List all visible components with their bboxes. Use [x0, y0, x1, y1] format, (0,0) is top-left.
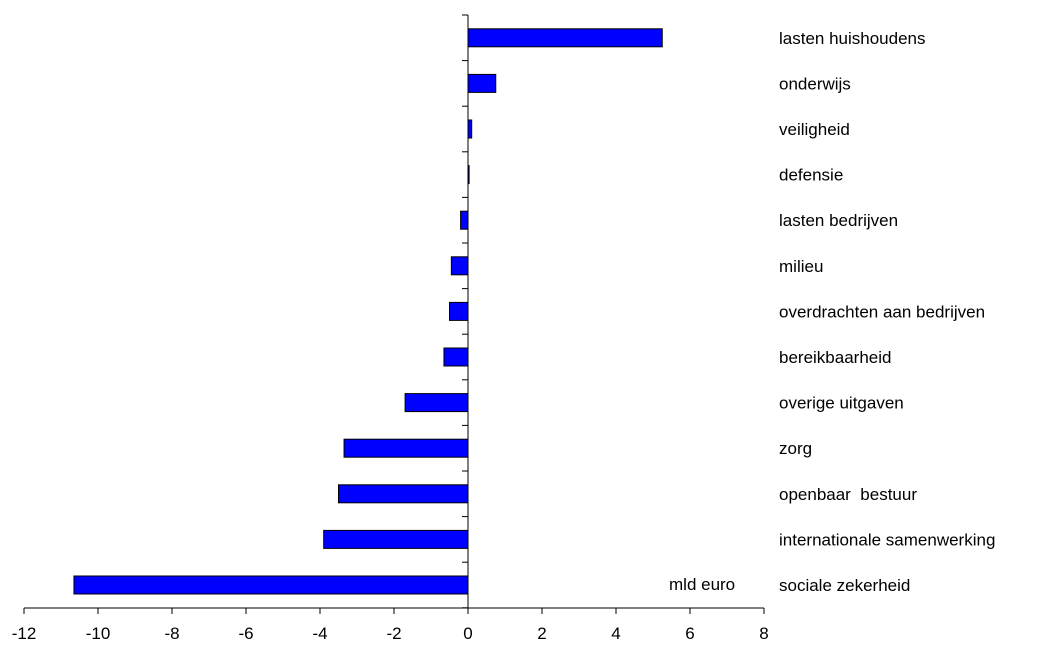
bar-openbaar-bestuur [338, 484, 469, 504]
category-label: defensie [779, 166, 843, 185]
bar-milieu [450, 256, 469, 276]
x-tick-label: -4 [312, 624, 327, 643]
bar-internationale-samenwerking [323, 529, 469, 549]
bar-zorg [343, 438, 469, 458]
bar-overdrachten-aan-bedrijven [449, 301, 469, 321]
y-ticks-group [462, 14, 468, 609]
x-tick-label: -6 [238, 624, 253, 643]
bars-group [73, 28, 663, 595]
x-tick-label: -12 [12, 624, 37, 643]
category-label: bereikbaarheid [779, 348, 891, 367]
x-tick-label: 0 [463, 624, 472, 643]
unit-label: mld euro [669, 575, 735, 594]
x-tick-label: -8 [164, 624, 179, 643]
x-tick-label: 2 [537, 624, 546, 643]
category-labels-group: lasten huishoudens onderwijs veiligheid def… [779, 29, 995, 595]
category-label: lasten huishoudens [779, 29, 926, 48]
category-label: onderwijs [779, 74, 851, 93]
category-label: internationale samenwerking [779, 530, 995, 549]
bar-veiligheid [467, 119, 473, 139]
x-tick-label: 4 [611, 624, 620, 643]
category-label: milieu [779, 257, 823, 276]
bar-sociale-zekerheid [73, 575, 469, 595]
x-tick-label: 8 [759, 624, 768, 643]
category-label: overige uitgaven [779, 394, 904, 413]
x-ticks-group: -12 -10 -8 -6 -4 -2 0 2 4 6 8 [12, 608, 769, 643]
category-label: overdrachten aan bedrijven [779, 302, 985, 321]
x-tick-label: 6 [685, 624, 694, 643]
category-label: veiligheid [779, 120, 850, 139]
bar-overige-uitgaven [404, 393, 469, 413]
x-tick-label: -10 [86, 624, 111, 643]
axes-group [24, 15, 764, 609]
bar-onderwijs [467, 73, 497, 93]
bar-lasten-bedrijven [460, 210, 469, 230]
bar-bereikbaarheid [443, 347, 469, 367]
category-label: zorg [779, 439, 812, 458]
category-label: lasten bedrijven [779, 211, 898, 230]
bar-lasten-huishoudens [467, 28, 663, 48]
category-label: openbaar bestuur [779, 485, 917, 504]
x-tick-label: -2 [386, 624, 401, 643]
category-label: sociale zekerheid [779, 576, 910, 595]
